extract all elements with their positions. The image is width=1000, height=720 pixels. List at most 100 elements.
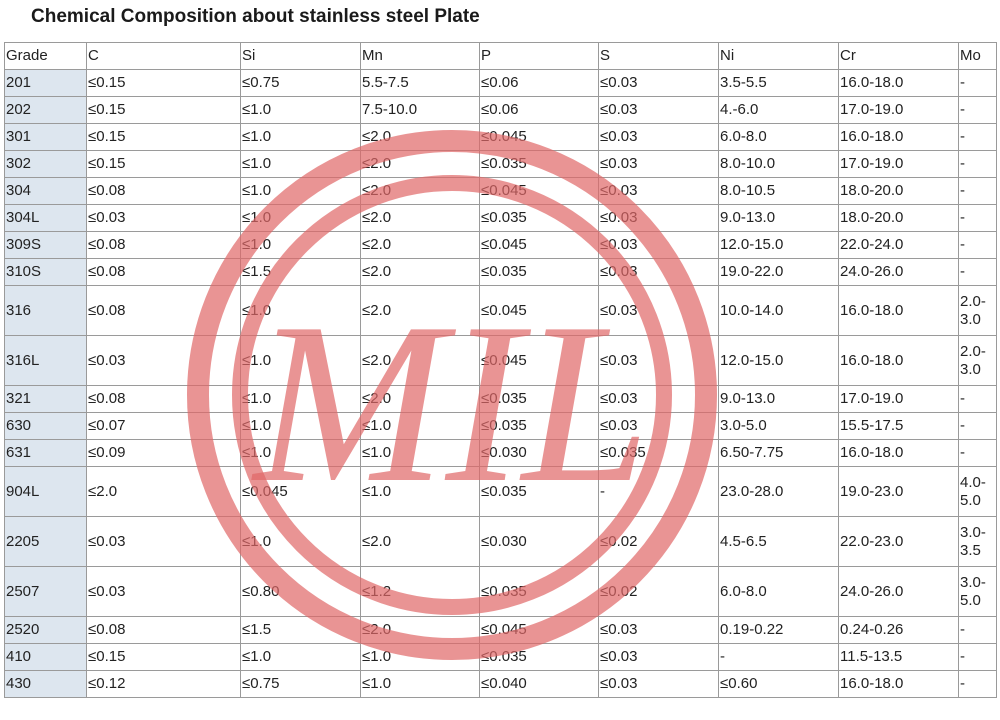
cell-c: ≤0.08 xyxy=(86,258,241,286)
cell-ni: 8.0-10.0 xyxy=(718,150,839,178)
page-title: Chemical Composition about stainless ste… xyxy=(31,6,480,27)
cell-s: ≤0.03 xyxy=(598,204,719,232)
table-row: 309S ≤0.08 ≤1.0 ≤2.0 ≤0.045 ≤0.03 12.0-15.0 22.… xyxy=(4,231,997,259)
cell-si: ≤0.80 xyxy=(240,566,361,617)
cell-ni: 19.0-22.0 xyxy=(718,258,839,286)
cell-cr: 22.0-23.0 xyxy=(838,516,959,567)
cell-mn: ≤1.0 xyxy=(360,466,480,517)
cell-ni: 3.5-5.5 xyxy=(718,69,839,97)
cell-grade: 410 xyxy=(4,643,87,671)
cell-mn: ≤1.0 xyxy=(360,670,480,698)
cell-grade: 304 xyxy=(4,177,87,205)
cell-cr: 18.0-20.0 xyxy=(838,204,959,232)
table-row: 430 ≤0.12 ≤0.75 ≤1.0 ≤0.040 ≤0.03 ≤0.60 16.0-18… xyxy=(4,670,997,698)
cell-s: ≤0.03 xyxy=(598,96,719,124)
cell-p: ≤0.035 xyxy=(479,566,599,617)
cell-c: ≤0.08 xyxy=(86,616,241,644)
cell-s: ≤0.03 xyxy=(598,412,719,440)
cell-grade: 202 xyxy=(4,96,87,124)
cell-mn: ≤2.0 xyxy=(360,204,480,232)
cell-c: ≤0.15 xyxy=(86,123,241,151)
cell-grade: 316L xyxy=(4,335,87,386)
cell-mo: - xyxy=(958,670,997,698)
cell-ni: 0.19-0.22 xyxy=(718,616,839,644)
cell-s: ≤0.03 xyxy=(598,177,719,205)
cell-grade: 2520 xyxy=(4,616,87,644)
cell-mo: - xyxy=(958,439,997,467)
table-row: 904L ≤2.0 ≤0.045 ≤1.0 ≤0.035-23.0-28.0 19.0-2… xyxy=(4,466,997,517)
cell-mo: 4.0-5.0 xyxy=(958,466,997,517)
cell-si: ≤1.0 xyxy=(240,123,361,151)
cell-mn: 7.5-10.0 xyxy=(360,96,480,124)
cell-c: ≤0.15 xyxy=(86,150,241,178)
table-row: 2520 ≤0.08 ≤1.5 ≤2.0 ≤0.045 ≤0.03 0.19-0.22 0.2… xyxy=(4,616,997,644)
cell-c: ≤2.0 xyxy=(86,466,241,517)
cell-si: ≤1.0 xyxy=(240,412,361,440)
cell-mo: - xyxy=(958,123,997,151)
table-row: 310S ≤0.08 ≤1.5 ≤2.0 ≤0.035 ≤0.03 19.0-22.0 24.… xyxy=(4,258,997,286)
cell-p: ≤0.035 xyxy=(479,385,599,413)
cell-mn: ≤2.0 xyxy=(360,258,480,286)
header-c: C xyxy=(86,42,241,70)
cell-p: ≤0.030 xyxy=(479,439,599,467)
table-row: 2507 ≤0.03 ≤0.80 ≤1.2 ≤0.035 ≤0.02 6.0-8.0 24.0… xyxy=(4,566,997,617)
table-row: 410 ≤0.15 ≤1.0 ≤1.0 ≤0.035 ≤0.03-11.5-13.5- xyxy=(4,643,997,671)
cell-mn: ≤2.0 xyxy=(360,335,480,386)
cell-cr: 18.0-20.0 xyxy=(838,177,959,205)
cell-mn: ≤2.0 xyxy=(360,285,480,336)
cell-ni: 6.0-8.0 xyxy=(718,123,839,151)
cell-cr: 24.0-26.0 xyxy=(838,566,959,617)
cell-si: ≤1.0 xyxy=(240,385,361,413)
cell-si: ≤1.0 xyxy=(240,516,361,567)
cell-cr: 22.0-24.0 xyxy=(838,231,959,259)
cell-ni: 8.0-10.5 xyxy=(718,177,839,205)
cell-s: ≤0.03 xyxy=(598,285,719,336)
cell-ni: 4.-6.0 xyxy=(718,96,839,124)
cell-ni: 10.0-14.0 xyxy=(718,285,839,336)
cell-mo: - xyxy=(958,96,997,124)
cell-s: ≤0.02 xyxy=(598,516,719,567)
cell-ni: 12.0-15.0 xyxy=(718,335,839,386)
cell-s: ≤0.03 xyxy=(598,385,719,413)
cell-si: ≤1.5 xyxy=(240,616,361,644)
cell-cr: 11.5-13.5 xyxy=(838,643,959,671)
cell-s: ≤0.03 xyxy=(598,258,719,286)
header-mn: Mn xyxy=(360,42,480,70)
cell-mn: ≤2.0 xyxy=(360,123,480,151)
cell-c: ≤0.12 xyxy=(86,670,241,698)
cell-mo: - xyxy=(958,643,997,671)
cell-p: ≤0.045 xyxy=(479,616,599,644)
cell-c: ≤0.08 xyxy=(86,285,241,336)
cell-s: ≤0.02 xyxy=(598,566,719,617)
cell-s: ≤0.03 xyxy=(598,231,719,259)
cell-grade: 309S xyxy=(4,231,87,259)
table-row: 321 ≤0.08 ≤1.0 ≤2.0 ≤0.035 ≤0.03 9.0-13.0 17.0-… xyxy=(4,385,997,413)
cell-mn: 5.5-7.5 xyxy=(360,69,480,97)
cell-cr: 16.0-18.0 xyxy=(838,670,959,698)
cell-cr: 16.0-18.0 xyxy=(838,335,959,386)
cell-s: ≤0.03 xyxy=(598,643,719,671)
cell-ni: 4.5-6.5 xyxy=(718,516,839,567)
cell-cr: 16.0-18.0 xyxy=(838,439,959,467)
cell-si: ≤1.0 xyxy=(240,643,361,671)
cell-grade: 316 xyxy=(4,285,87,336)
cell-mo: 3.0-3.5 xyxy=(958,516,997,567)
cell-si: ≤1.0 xyxy=(240,285,361,336)
cell-p: ≤0.035 xyxy=(479,466,599,517)
cell-mn: ≤1.2 xyxy=(360,566,480,617)
cell-c: ≤0.15 xyxy=(86,96,241,124)
cell-c: ≤0.08 xyxy=(86,177,241,205)
cell-mo: - xyxy=(958,69,997,97)
cell-mo: 2.0-3.0 xyxy=(958,285,997,336)
cell-s: ≤0.03 xyxy=(598,150,719,178)
cell-c: ≤0.03 xyxy=(86,335,241,386)
cell-cr: 16.0-18.0 xyxy=(838,285,959,336)
cell-c: ≤0.07 xyxy=(86,412,241,440)
cell-ni: 3.0-5.0 xyxy=(718,412,839,440)
cell-ni: - xyxy=(718,643,839,671)
cell-ni: ≤0.60 xyxy=(718,670,839,698)
cell-cr: 17.0-19.0 xyxy=(838,385,959,413)
table-row: 304 ≤0.08 ≤1.0 ≤2.0 ≤0.045 ≤0.03 8.0-10.5 18.0-… xyxy=(4,177,997,205)
header-ni: Ni xyxy=(718,42,839,70)
cell-s: ≤0.03 xyxy=(598,670,719,698)
